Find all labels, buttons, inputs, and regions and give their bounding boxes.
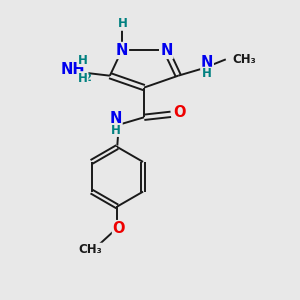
Text: N: N: [116, 43, 128, 58]
Text: N: N: [160, 43, 172, 58]
Text: H: H: [111, 124, 121, 136]
Text: CH₃: CH₃: [232, 53, 256, 66]
Text: H: H: [78, 72, 88, 85]
Text: O: O: [173, 105, 186, 120]
Text: 2: 2: [84, 73, 91, 83]
Text: NH: NH: [61, 62, 86, 77]
Text: H: H: [78, 54, 88, 67]
Text: N: N: [201, 55, 213, 70]
Text: N: N: [110, 111, 122, 126]
Text: O: O: [112, 221, 125, 236]
Text: H: H: [118, 17, 128, 30]
Text: CH₃: CH₃: [79, 243, 102, 256]
Text: H: H: [202, 67, 212, 80]
